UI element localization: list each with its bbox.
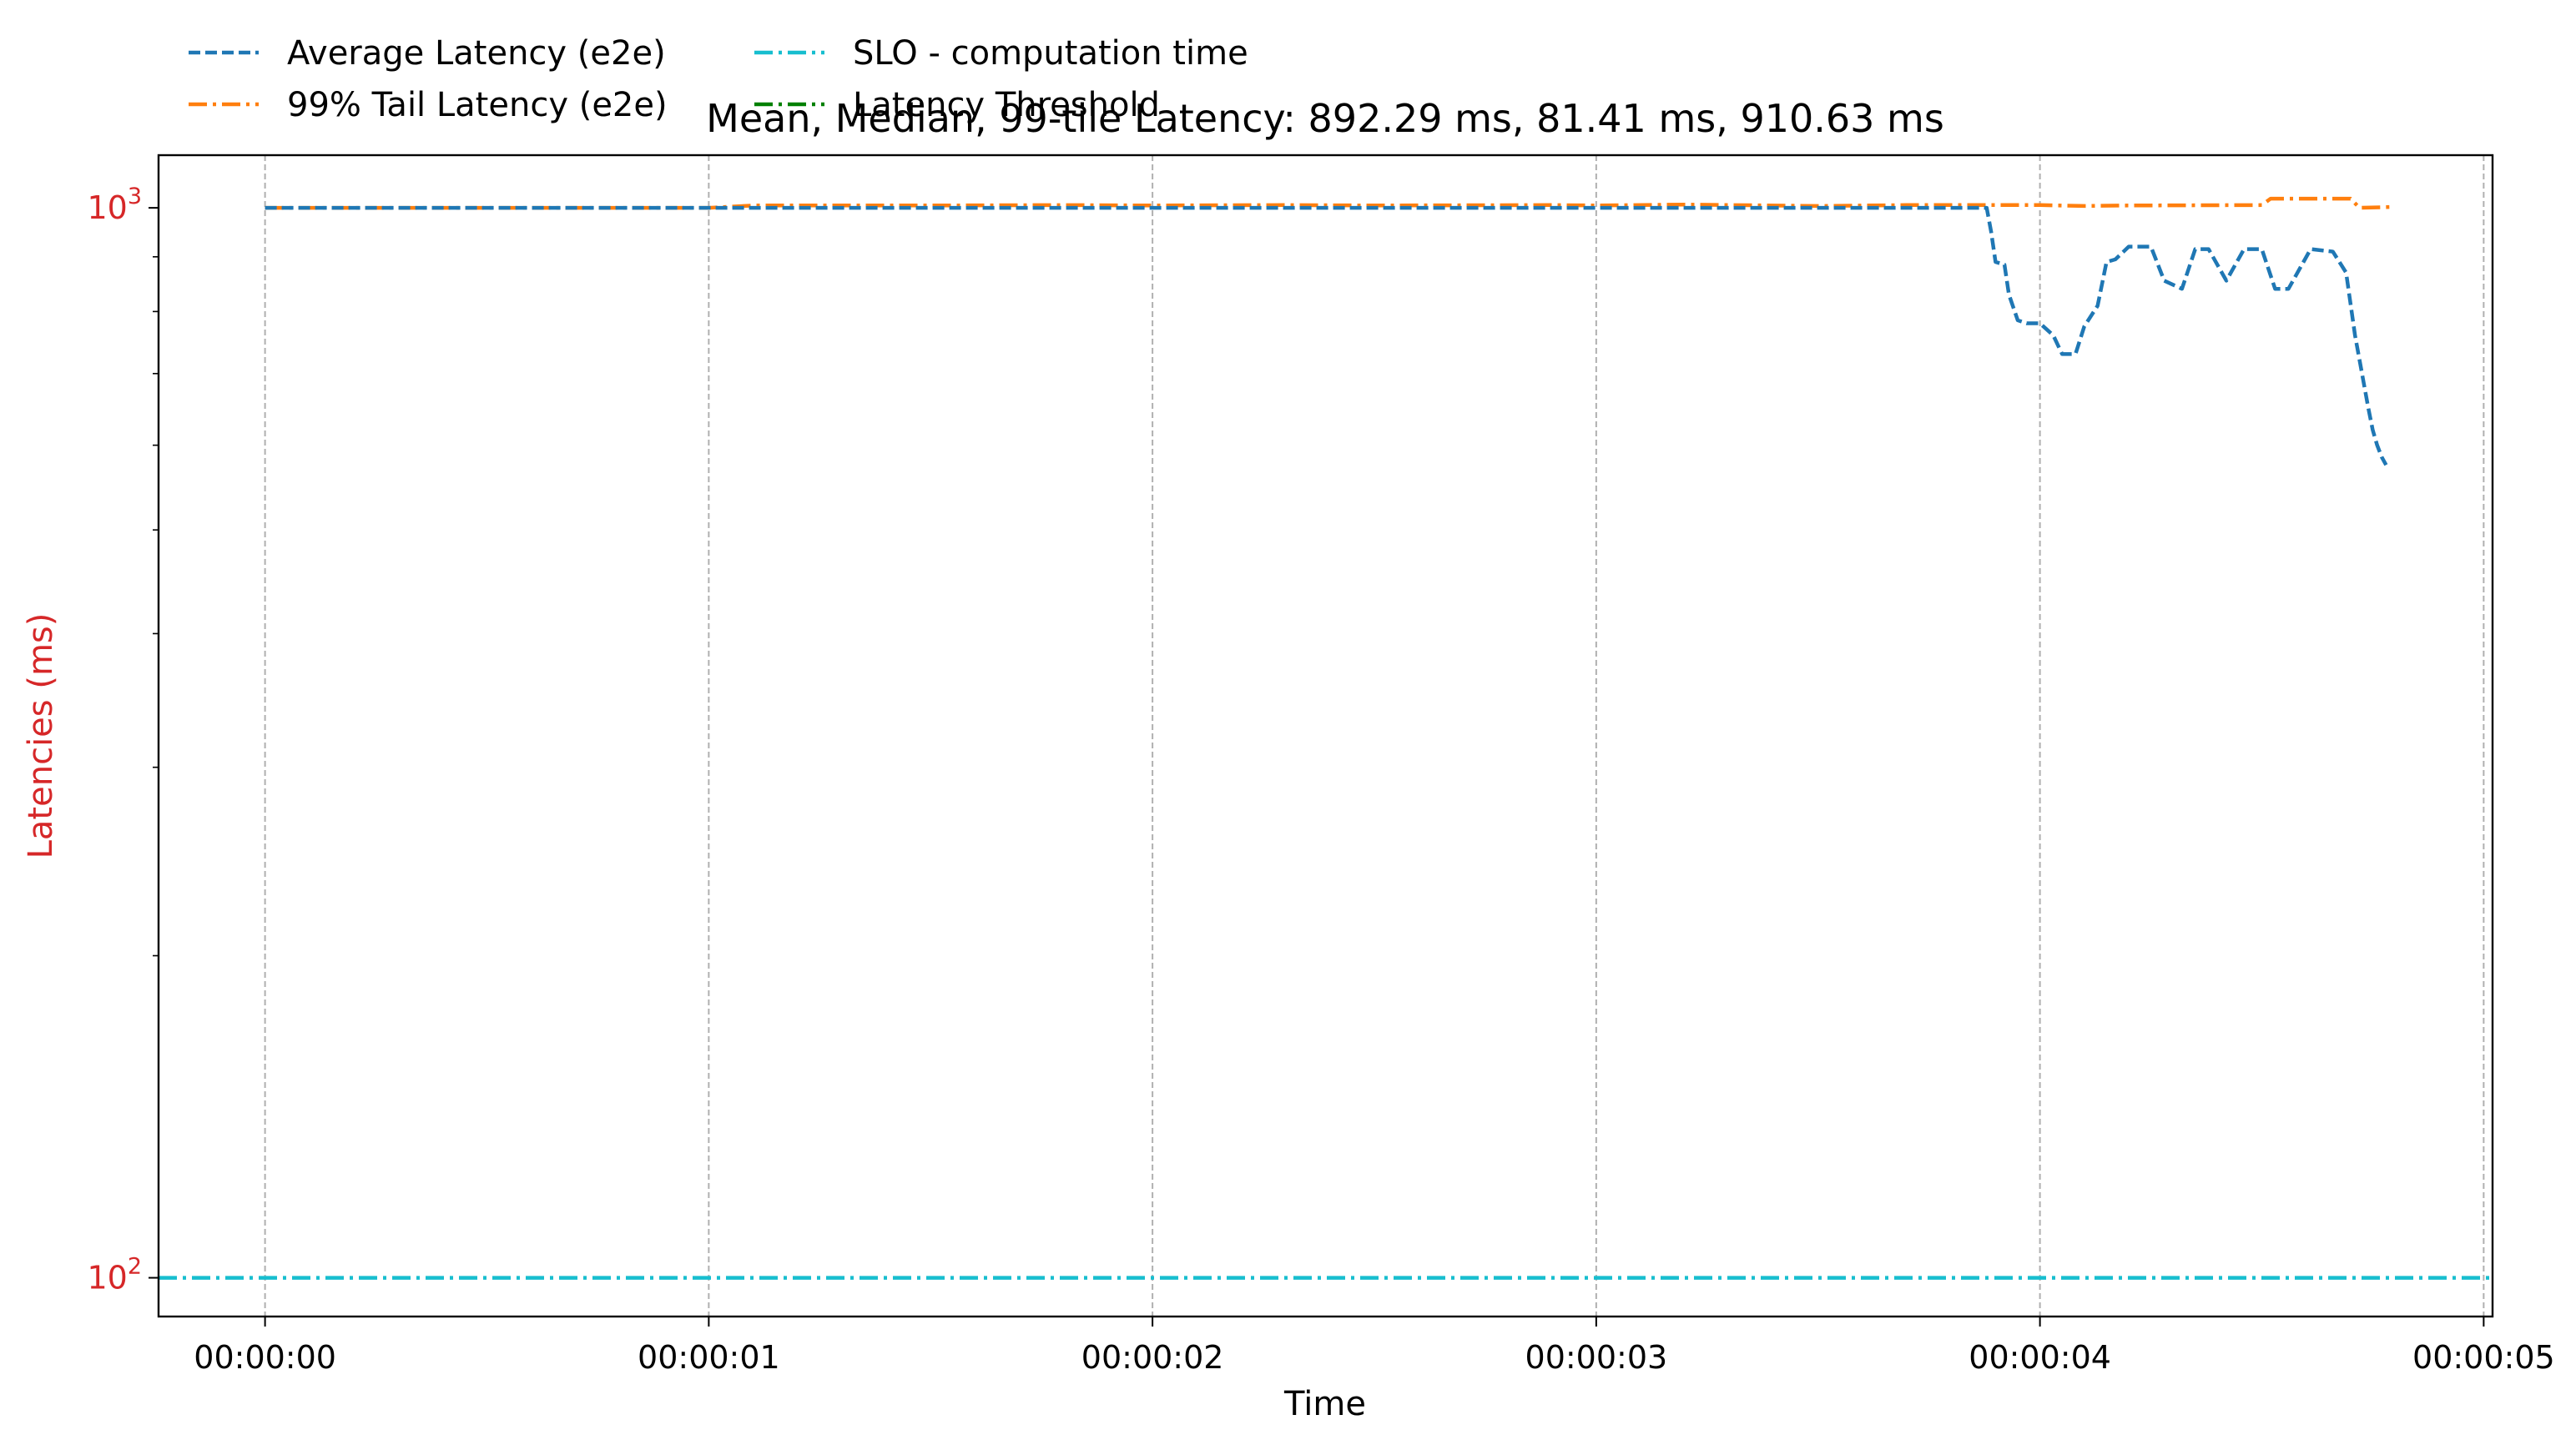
x-tick-label: 00:00:04 <box>1969 1339 2111 1376</box>
y-tick-base: 10 <box>87 1260 127 1297</box>
plot-frame <box>157 154 2494 1318</box>
x-axis: 00:00:00 00:00:01 00:00:02 00:00:03 00:00:04… <box>194 1317 2555 1376</box>
x-tick-label: 00:00:00 <box>194 1339 336 1376</box>
y-axis-label: Latencies (ms) <box>22 613 60 859</box>
legend-label: Latency Threshold <box>853 86 1160 124</box>
y-tick-base: 10 <box>87 189 127 226</box>
x-tick-label: 00:00:01 <box>638 1339 780 1376</box>
x-tick-label: 00:00:03 <box>1525 1339 1668 1376</box>
legend-label: Average Latency (e2e) <box>287 34 666 73</box>
y-tick-label: 102 <box>87 1254 142 1297</box>
chart-title: Mean, Median, 99-tile Latency: 892.29 ms… <box>706 96 1944 141</box>
legend-label: SLO - computation time <box>853 34 1248 73</box>
series-lines <box>159 196 2493 1280</box>
x-axis-label: Time <box>1283 1385 1366 1423</box>
x-tick-label: 00:00:05 <box>2412 1339 2555 1376</box>
x-tick-label: 00:00:02 <box>1081 1339 1224 1376</box>
legend: Average Latency (e2e) 99% Tail Latency (e… <box>189 34 1248 124</box>
y-tick-label: 103 <box>87 184 142 226</box>
y-tick-exponent: 3 <box>128 184 142 209</box>
y-tick-exponent: 2 <box>128 1254 142 1280</box>
series-line-1 <box>265 196 2396 210</box>
series-line-0 <box>265 205 2388 466</box>
grid-lines <box>264 155 2485 1317</box>
legend-label: 99% Tail Latency (e2e) <box>287 86 668 124</box>
